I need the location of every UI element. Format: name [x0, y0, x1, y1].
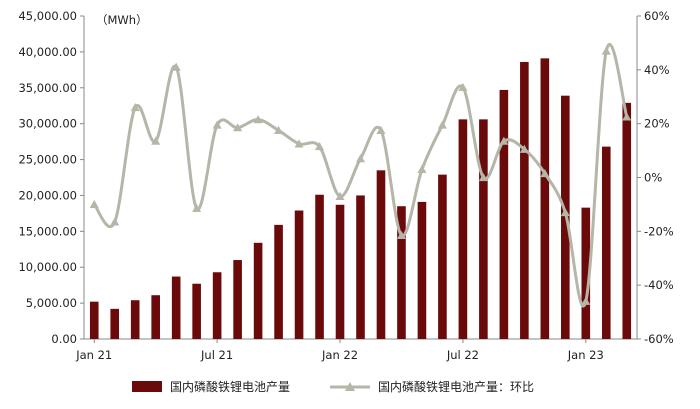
- line-marker: [601, 46, 611, 55]
- bar: [253, 242, 263, 339]
- left-tick-label: 30,000.00: [18, 117, 77, 131]
- line-marker: [417, 164, 427, 174]
- line-marker: [437, 120, 447, 129]
- line-marker: [499, 136, 509, 145]
- line-marker: [458, 82, 468, 91]
- line-marker: [294, 139, 304, 148]
- left-tick-label: 20,000.00: [18, 188, 77, 202]
- bar: [89, 301, 99, 339]
- legend-bar-swatch: [132, 381, 162, 392]
- left-tick-label: 45,000.00: [18, 9, 77, 23]
- left-tick-label: 35,000.00: [18, 81, 77, 95]
- line-marker: [233, 123, 243, 132]
- line-marker: [151, 136, 161, 145]
- bar: [376, 170, 386, 339]
- left-tick-label: 15,000.00: [18, 224, 77, 238]
- line-marker: [110, 217, 120, 226]
- bar: [397, 206, 406, 339]
- bar: [438, 174, 447, 339]
- line-marker: [212, 120, 222, 129]
- left-tick-label: 5,000.00: [26, 296, 77, 310]
- bar: [233, 260, 242, 339]
- bar: [499, 89, 509, 339]
- bar: [581, 207, 591, 339]
- line-marker: [560, 207, 570, 217]
- line-marker: [376, 125, 386, 134]
- line-marker: [356, 154, 365, 163]
- line-marker: [315, 142, 325, 151]
- bar: [274, 224, 283, 339]
- line-series: [89, 42, 632, 308]
- bar: [458, 119, 468, 339]
- right-tick-label: -20%: [644, 224, 674, 238]
- bar: [171, 276, 181, 339]
- left-tick-label: 10,000.00: [18, 260, 77, 274]
- x-tick-label: Jul 22: [446, 348, 479, 362]
- bar: [315, 194, 324, 339]
- right-tick-label: 60%: [644, 9, 670, 23]
- bar: [520, 61, 529, 340]
- line-marker: [89, 199, 99, 209]
- bar: [356, 195, 365, 339]
- bar: [294, 210, 304, 339]
- bar: [212, 272, 222, 339]
- right-tick-label: 20%: [644, 117, 670, 131]
- line-marker: [274, 125, 284, 134]
- line-marker: [171, 62, 181, 71]
- legend-bar-label: 国内磷酸铁锂电池产量: [170, 379, 290, 394]
- right-tick-label: 40%: [644, 63, 670, 77]
- bar: [622, 102, 632, 340]
- bar: [601, 146, 611, 339]
- bar: [335, 204, 345, 339]
- right-tick-label: -40%: [644, 278, 674, 292]
- bar: [540, 58, 550, 340]
- x-tick-label: Jul 21: [200, 348, 233, 362]
- line-marker: [581, 296, 591, 305]
- bar: [151, 295, 160, 339]
- unit-label: （MWh）: [96, 13, 148, 27]
- x-tick-label: Jan 21: [75, 348, 112, 362]
- left-tick-label: 40,000.00: [18, 45, 77, 59]
- line-marker: [130, 103, 140, 112]
- right-tick-label: 0%: [644, 171, 662, 185]
- line-marker: [396, 230, 406, 239]
- bar: [110, 308, 120, 339]
- right-y-axis: 60% 40% 20% 0% -20% -40% -60%: [636, 9, 674, 346]
- bar: [130, 300, 140, 339]
- line-marker: [335, 191, 345, 200]
- left-tick-label: 0.00: [51, 332, 77, 346]
- right-tick-label: -60%: [644, 332, 674, 346]
- legend-line-marker: [345, 382, 355, 391]
- line-marker: [192, 203, 202, 213]
- x-tick-label: Jan 22: [321, 348, 358, 362]
- bar: [192, 283, 201, 339]
- bar: [479, 119, 488, 339]
- legend-line-label: 国内磷酸铁锂电池产量：环比: [378, 379, 534, 394]
- bar: [417, 201, 427, 339]
- x-tick-label: Jan 23: [567, 348, 604, 362]
- line-marker: [253, 115, 263, 124]
- x-axis: Jan 21 Jul 21 Jan 22 Jul 22 Jan 23: [75, 338, 637, 362]
- line-marker: [622, 112, 632, 121]
- bar-series: [89, 58, 632, 340]
- line-marker: [519, 144, 529, 153]
- left-y-axis: 45,000.00 40,000.00 35,000.00 30,000.00 25,0…: [18, 9, 85, 346]
- legend: 国内磷酸铁锂电池产量 国内磷酸铁锂电池产量：环比: [132, 379, 534, 394]
- line-marker: [478, 173, 488, 182]
- line-marker: [540, 168, 550, 178]
- line-path: [93, 42, 629, 308]
- left-tick-label: 25,000.00: [18, 153, 77, 167]
